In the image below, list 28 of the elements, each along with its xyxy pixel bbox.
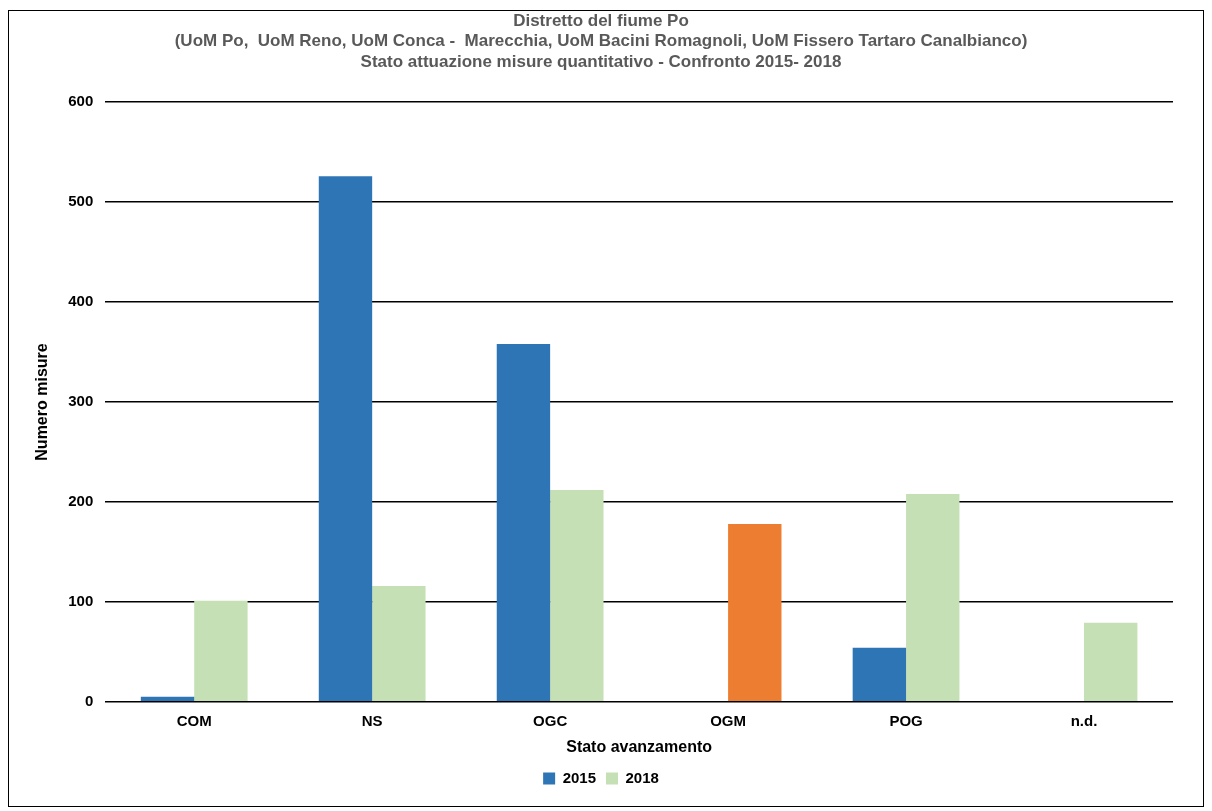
x-axis-title: Stato avanzamento	[566, 737, 713, 755]
x-tick-label: OGM	[710, 711, 747, 729]
bar	[906, 493, 960, 702]
x-tick-label: NS	[361, 711, 383, 729]
x-tick-label: COM	[176, 711, 212, 729]
y-tick-label: 400	[68, 292, 94, 310]
y-tick-label: 100	[68, 592, 94, 610]
bar	[140, 696, 195, 702]
y-tick-label: 200	[68, 492, 94, 510]
bar	[728, 523, 782, 702]
bar	[550, 489, 604, 702]
x-tick-label: OGC	[533, 711, 568, 729]
legend-label: 2018	[625, 768, 659, 786]
bar	[1084, 622, 1138, 702]
chart-title: Distretto del fiume Po (UoM Po, UoM Reno, UoM Conca - Marecchia, UoM Bacini Romagnoli, UoM Fissero Tartaro Canalbianco) Stato attuazione misure quantitativo - Confronto 2015- 2018	[174, 10, 1028, 71]
legend-label: 2015	[562, 768, 597, 786]
bar	[496, 344, 551, 702]
bar	[372, 585, 426, 702]
y-tick-label: 300	[68, 392, 94, 410]
x-tick-label: n.d.	[1070, 711, 1098, 729]
bar	[318, 176, 373, 702]
bar	[852, 647, 907, 702]
bar	[194, 600, 248, 702]
y-axis-title: Numero misure	[33, 343, 51, 461]
y-tick-label: 0	[84, 691, 94, 709]
y-tick-label: 500	[68, 192, 94, 210]
y-tick-label: 600	[68, 92, 94, 110]
x-tick-label: POG	[889, 711, 923, 729]
